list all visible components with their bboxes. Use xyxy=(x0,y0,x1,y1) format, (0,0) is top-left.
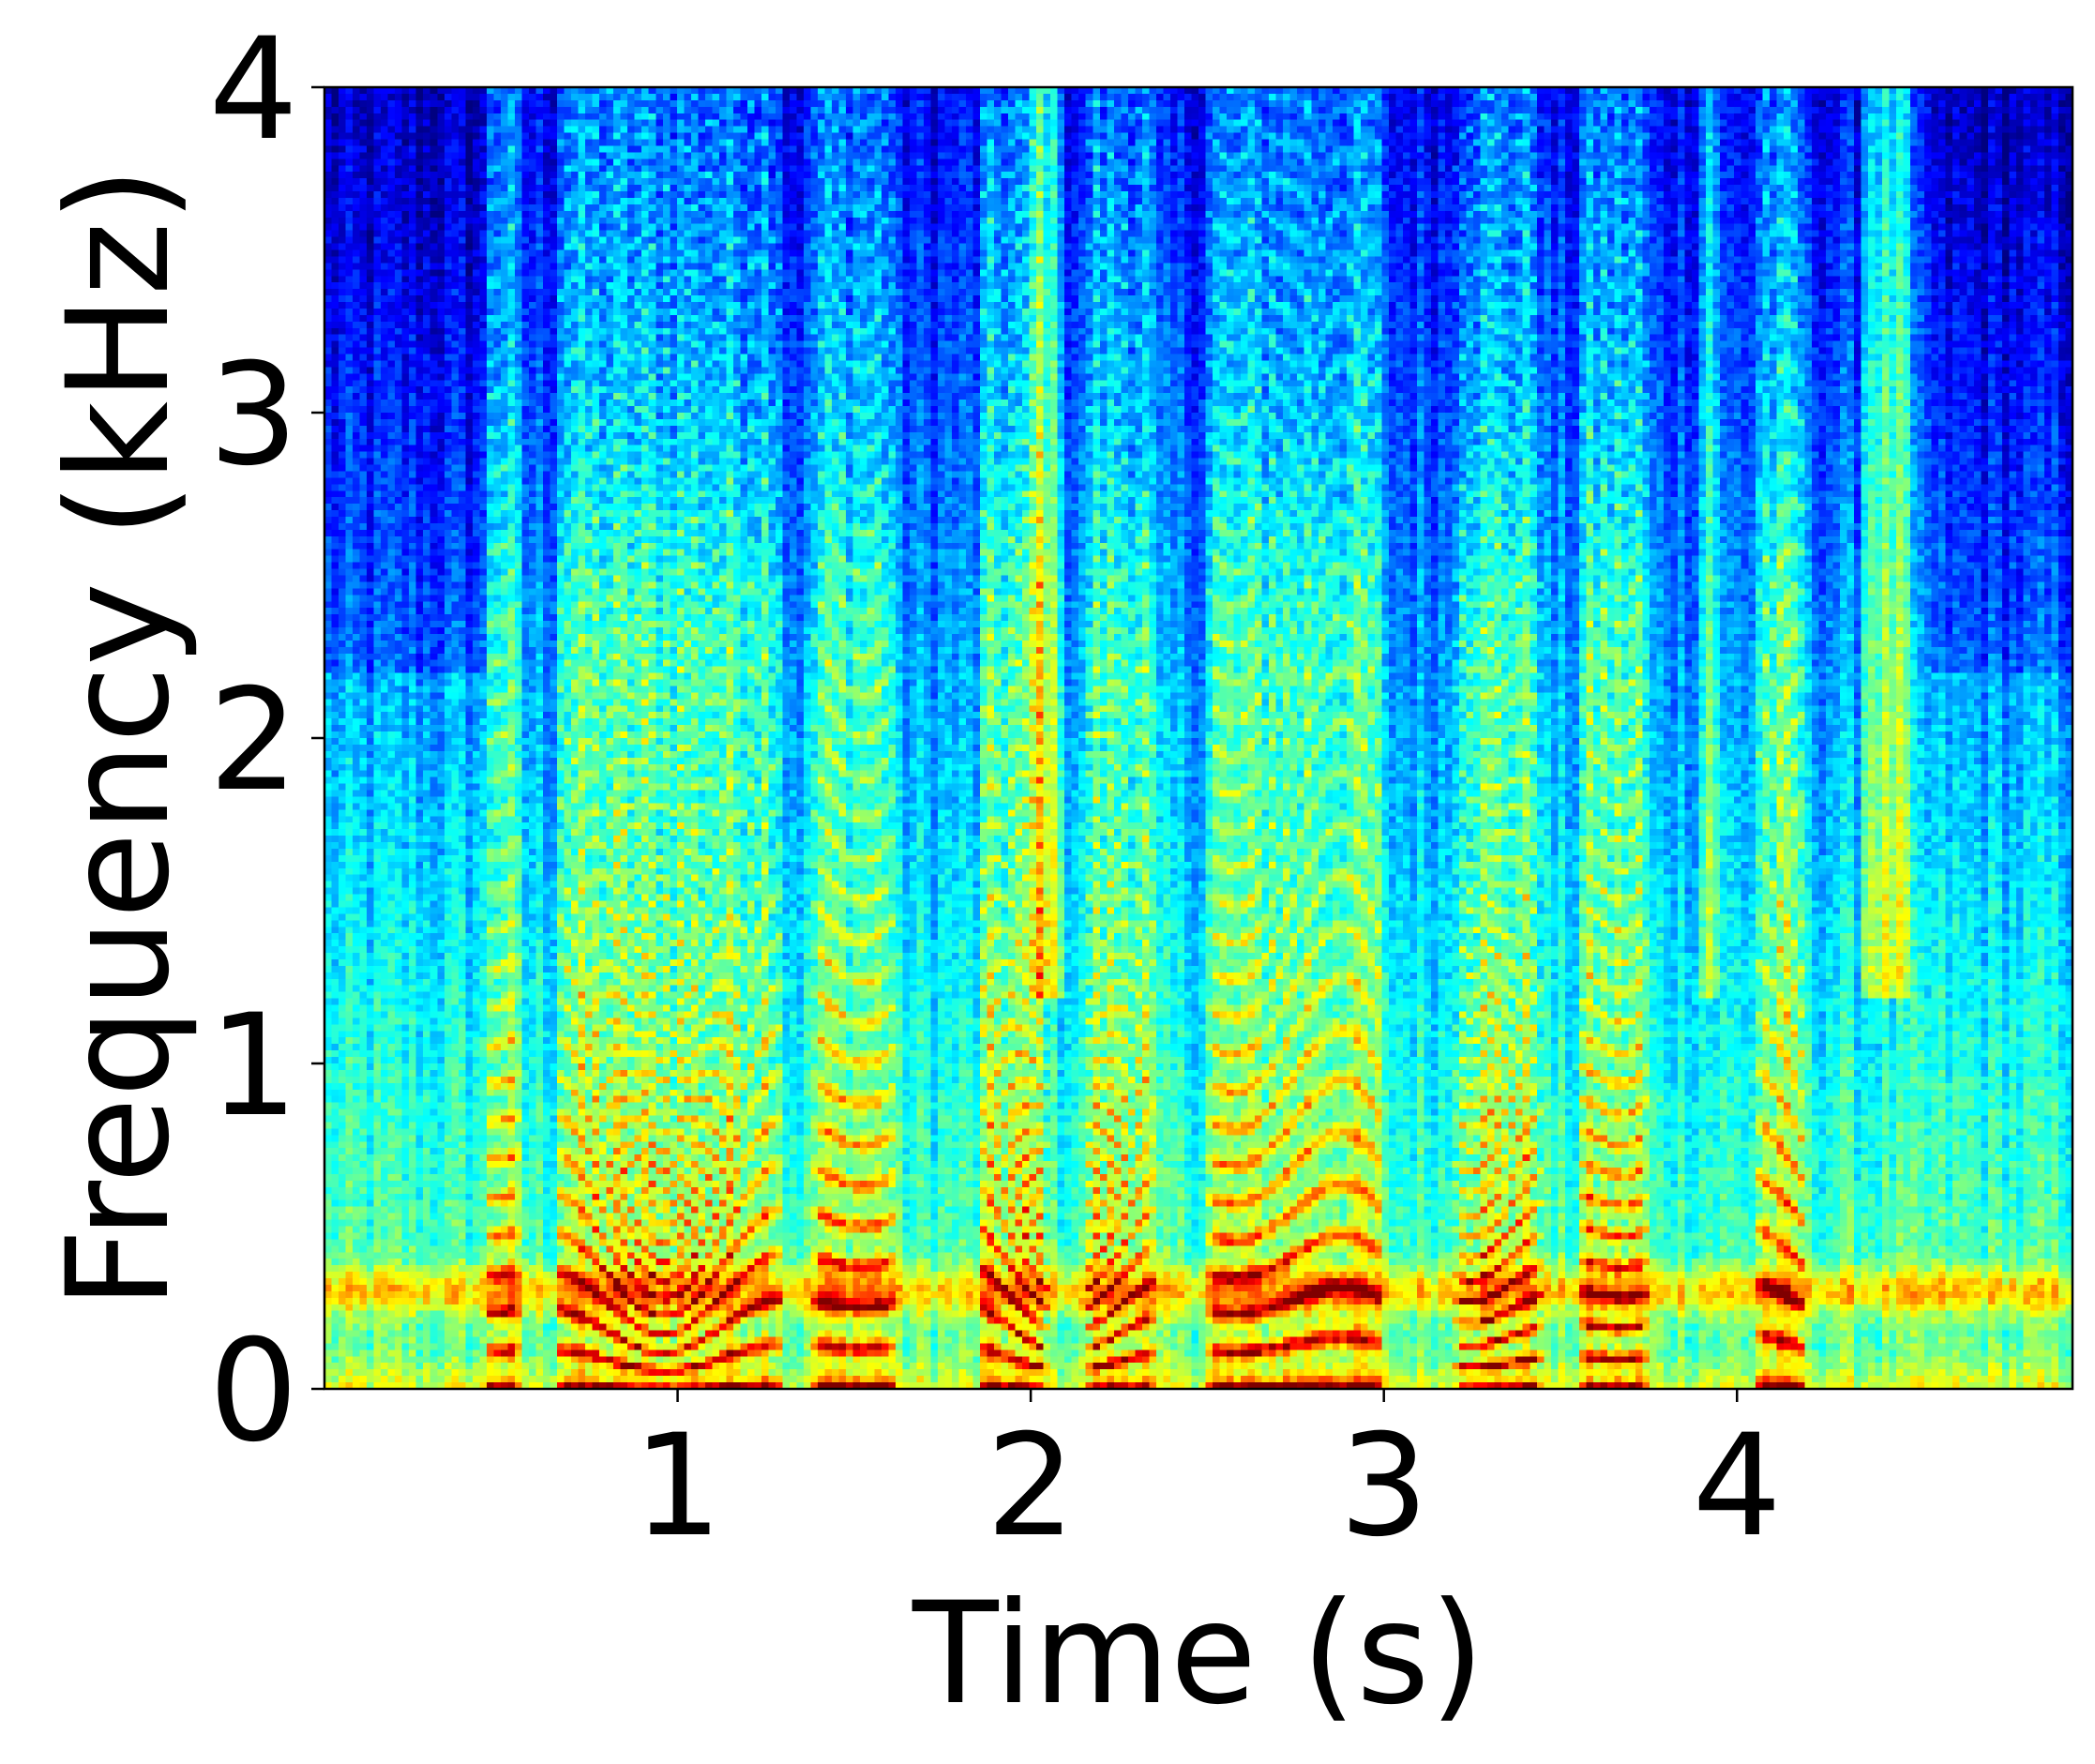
x-tick-label: 1 xyxy=(633,1405,722,1568)
x-axis-label: Time (s) xyxy=(912,1573,1485,1736)
y-axis-ticks: 0 1 2 3 4 xyxy=(209,8,324,1473)
y-tick-label: 2 xyxy=(209,659,298,822)
y-tick-label: 3 xyxy=(209,334,298,497)
x-axis-ticks: 1 2 3 4 xyxy=(633,1389,1782,1568)
y-tick-label: 1 xyxy=(209,985,298,1148)
plot-area xyxy=(323,85,2074,1391)
x-tick-label: 2 xyxy=(986,1405,1075,1568)
y-axis-label: Frequency (kHz) xyxy=(38,167,201,1309)
x-tick-label: 4 xyxy=(1693,1405,1782,1568)
spectrogram-heatmap xyxy=(324,87,2072,1389)
y-tick-label: 0 xyxy=(209,1310,298,1473)
y-tick-label: 4 xyxy=(209,8,298,172)
x-tick-label: 3 xyxy=(1339,1405,1428,1568)
